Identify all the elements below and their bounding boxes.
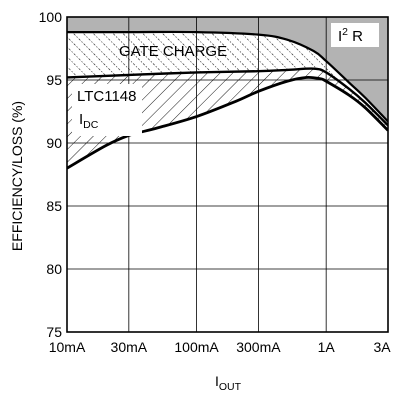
y-tick-label: 75 <box>46 324 62 340</box>
svg-text:I2 R: I2 R <box>338 26 363 45</box>
y-axis-label: EFFICIENCY/LOSS (%) <box>9 101 25 251</box>
plot-frame <box>66 16 389 333</box>
gate-charge-loss-region <box>67 31 388 126</box>
idc-label: IDC <box>79 111 99 131</box>
y-tick-label: 85 <box>46 198 62 214</box>
series-line-middle-boundary <box>67 67 388 127</box>
x-tick-label: 1A <box>318 339 336 355</box>
x-tick-label: 100mA <box>174 339 219 355</box>
series-line-top-boundary <box>67 30 388 123</box>
x-tick-label: 30mA <box>111 339 148 355</box>
y-tick-label: 95 <box>46 72 62 88</box>
ltc1148-label: LTC1148 <box>77 88 136 105</box>
y-tick-label: 90 <box>46 135 62 151</box>
i2r-label: I2 R <box>331 23 379 47</box>
i2r-loss-region <box>67 17 388 122</box>
x-tick-label: 300mA <box>236 339 281 355</box>
y-tick-label: 80 <box>46 261 62 277</box>
idc-loss-region <box>67 68 388 169</box>
y-tick-label: 100 <box>39 9 63 25</box>
gate-charge-label: GATE CHARGE <box>119 43 227 60</box>
idc-label-group: LTC1148 IDC <box>72 84 142 136</box>
x-tick-label: 10mA <box>49 339 86 355</box>
x-axis-label: IOUT <box>215 373 242 393</box>
x-tick-label: 3A <box>373 339 391 355</box>
